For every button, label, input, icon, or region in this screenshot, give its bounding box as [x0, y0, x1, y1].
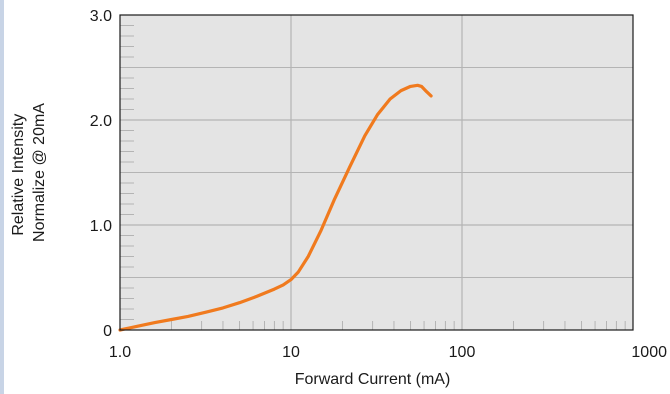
y-tick-label: 2.0	[90, 113, 112, 130]
grid-lines	[120, 15, 633, 330]
y-tick-labels: 0 1.0 2.0 3.0	[90, 8, 112, 340]
x-tick-label: 1000	[631, 344, 667, 361]
x-tick-label: 100	[449, 344, 476, 361]
x-tick-label: 1.0	[109, 344, 131, 361]
plot-frame	[119, 14, 634, 331]
x-tick-labels: 1.0 10 100 1000	[109, 344, 667, 361]
x-axis-title: Forward Current (mA)	[295, 371, 451, 388]
y-axis-title-line-2: Normalize @ 20mA	[31, 103, 48, 242]
x-tick-label: 10	[282, 344, 300, 361]
y-axis-title: Relative Intensity Normalize @ 20mA	[10, 103, 48, 242]
intensity-curve	[118, 83, 433, 332]
y-axis-title-line-1: Relative Intensity	[10, 114, 27, 236]
y-tick-label: 3.0	[90, 8, 112, 25]
y-tick-label: 0	[103, 323, 112, 340]
y-tick-label: 1.0	[90, 218, 112, 235]
minor-ticks	[120, 25, 626, 330]
left-edge-strip	[0, 0, 4, 394]
